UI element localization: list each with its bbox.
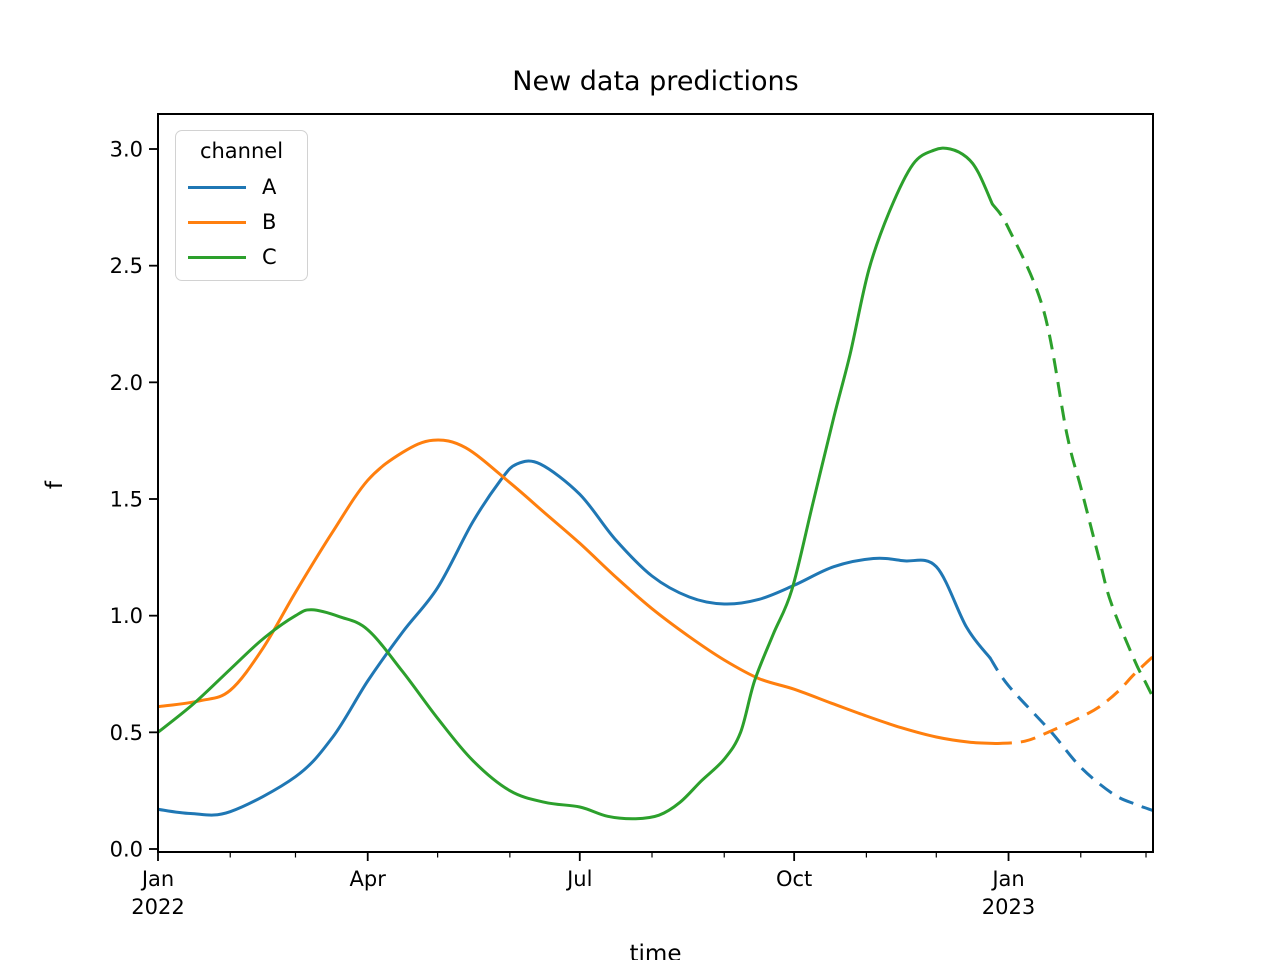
legend-entry-B: B (188, 212, 295, 233)
series-B-dashed-line (996, 655, 1153, 745)
axes-spines (157, 113, 1154, 853)
legend-label-C: C (262, 245, 277, 269)
legend-swatch-B (188, 221, 246, 224)
legend-entry-A: A (188, 177, 295, 198)
series-B-solid-line (158, 438, 999, 745)
series-A-solid-line (158, 459, 992, 817)
curves-layer (158, 146, 1153, 821)
x-tick-label: Jan (990, 867, 1024, 891)
y-tick-label: 1.0 (110, 604, 143, 628)
legend-swatch-C (188, 256, 246, 259)
x-tick-label: Jan (140, 867, 174, 891)
series-C-solid-line (158, 146, 994, 821)
y-tick-label: 2.0 (110, 371, 143, 395)
legend-label-B: B (262, 210, 277, 234)
y-tick-label: 1.5 (110, 488, 143, 512)
x-tick-label: Apr (350, 867, 387, 891)
x-tick-label: Jul (565, 867, 592, 891)
legend-entry-C: C (188, 247, 295, 268)
y-tick-label: 3.0 (110, 138, 143, 162)
series-A-dashed-line (988, 656, 1153, 812)
y-tick-label: 0.5 (110, 721, 143, 745)
legend-label-A: A (262, 175, 277, 199)
series-C-dashed-line (990, 202, 1153, 698)
y-axis-label: f (42, 480, 68, 490)
x-tick-year-label: 2023 (982, 895, 1035, 919)
x-tick-label: Oct (776, 867, 812, 891)
legend-swatch-A (188, 186, 246, 189)
chart-title: New data predictions (512, 66, 799, 97)
legend-title: channel (199, 139, 284, 163)
x-axis-label: time (629, 941, 682, 960)
y-tick-label: 0.0 (110, 838, 143, 862)
axes-frame: 0.0 0.5 1.0 1.5 2.0 2.5 3.0 Jan 2022 Apr Jul Oct Jan… (110, 113, 1154, 919)
y-tick-label: 2.5 (110, 254, 143, 278)
x-tick-year-label: 2022 (131, 895, 184, 919)
